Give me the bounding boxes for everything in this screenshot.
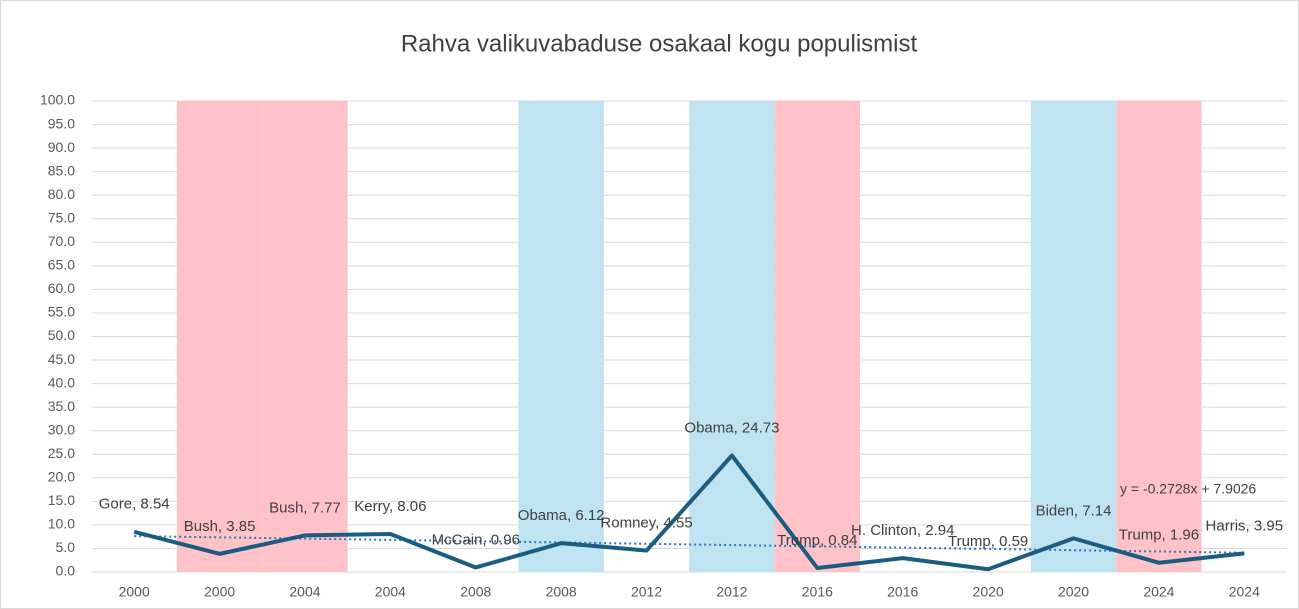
x-tick-label: 2004 (289, 584, 320, 600)
data-label: Biden, 7.14 (1036, 502, 1112, 519)
background-band (1030, 101, 1117, 572)
x-tick-label: 2004 (375, 584, 406, 600)
y-tick-label: 90.0 (48, 139, 75, 155)
y-tick-label: 20.0 (48, 469, 75, 485)
y-tick-label: 5.0 (56, 539, 76, 555)
y-tick-label: 80.0 (48, 186, 75, 202)
data-label: Bush, 7.77 (269, 499, 341, 516)
y-tick-label: 10.0 (48, 516, 75, 532)
data-label: Trump, 1.96 (1119, 527, 1199, 544)
x-tick-label: 2008 (546, 584, 577, 600)
y-tick-label: 60.0 (48, 280, 75, 296)
y-tick-label: 0.0 (56, 563, 76, 579)
x-tick-label: 2016 (887, 584, 918, 600)
x-tick-label: 2012 (716, 584, 747, 600)
data-label: Trump, 0.59 (948, 533, 1028, 550)
x-tick-label: 2012 (631, 584, 662, 600)
background-band (262, 101, 348, 572)
data-label: Bush, 3.85 (184, 518, 256, 535)
y-tick-label: 65.0 (48, 257, 75, 273)
y-tick-label: 40.0 (48, 374, 75, 390)
background-band (518, 101, 604, 572)
y-tick-label: 30.0 (48, 421, 75, 437)
data-label: McCain, 0.96 (432, 531, 520, 548)
y-tick-label: 35.0 (48, 398, 75, 414)
trendline-label: y = -0.2728x + 7.9026 (1120, 481, 1256, 497)
x-tick-label: 2020 (973, 584, 1004, 600)
background-band (774, 101, 861, 572)
y-tick-label: 25.0 (48, 445, 75, 461)
x-tick-label: 2000 (204, 584, 235, 600)
trendline (134, 535, 1245, 554)
data-label: Obama, 6.12 (518, 507, 605, 524)
y-tick-label: 75.0 (48, 209, 75, 225)
data-label: Harris, 3.95 (1206, 517, 1284, 534)
data-label: Gore, 8.54 (99, 496, 170, 513)
data-label: Romney, 4.55 (600, 515, 692, 532)
x-tick-label: 2024 (1229, 584, 1260, 600)
y-tick-label: 15.0 (48, 492, 75, 508)
data-label: H. Clinton, 2.94 (851, 522, 954, 539)
chart-title: Rahva valikuvabaduse osakaal kogu populi… (401, 30, 918, 57)
y-tick-label: 45.0 (48, 351, 75, 367)
y-tick-label: 50.0 (48, 327, 75, 343)
data-label: Obama, 24.73 (684, 419, 779, 436)
x-tick-label: 2016 (802, 584, 833, 600)
y-tick-label: 55.0 (48, 304, 75, 320)
background-band (689, 101, 775, 572)
x-tick-label: 2020 (1058, 584, 1089, 600)
y-tick-label: 85.0 (48, 162, 75, 178)
background-band (176, 101, 263, 572)
y-tick-label: 95.0 (48, 115, 75, 131)
x-tick-label: 2000 (119, 584, 150, 600)
data-label: Kerry, 8.06 (354, 498, 426, 515)
data-label: Trump, 0.84 (777, 532, 857, 549)
y-tick-label: 100.0 (40, 92, 75, 108)
background-band (1116, 101, 1202, 572)
data-line (133, 453, 1245, 572)
y-tick-label: 70.0 (48, 233, 75, 249)
x-tick-label: 2008 (460, 584, 491, 600)
x-tick-label: 2024 (1143, 584, 1174, 600)
